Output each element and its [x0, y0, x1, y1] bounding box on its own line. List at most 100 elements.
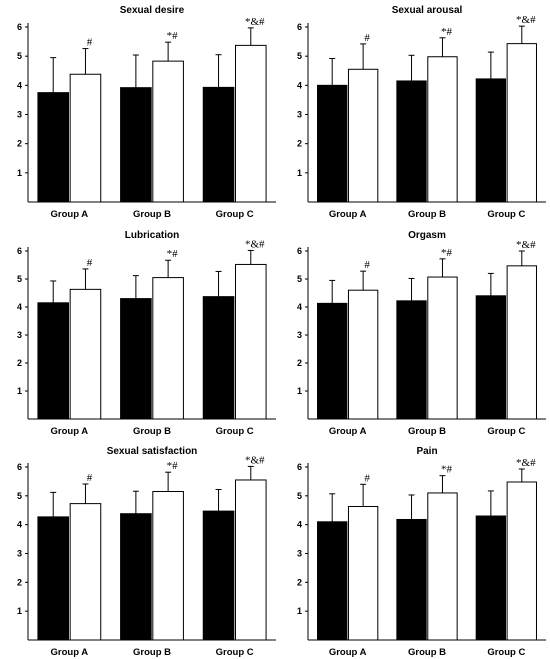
bar: [317, 84, 348, 203]
bar: [427, 276, 458, 420]
y-tick-label: 4: [17, 80, 22, 90]
y-tick-label: 5: [17, 491, 22, 501]
bar: [202, 86, 235, 203]
significance-label: *#: [441, 247, 453, 259]
y-tick-label: 5: [297, 51, 302, 61]
chart-panel-1: Sexual desire 1 2 3 4 5 6 # Group A *# Group B *&# G…: [17, 5, 276, 220]
chart-panel-2: Sexual arousal 1 2 3 4 5 6 # Group A *# Group B *&#…: [297, 5, 546, 220]
x-tick-label: Group C: [216, 426, 254, 437]
y-tick-label: 5: [297, 491, 302, 501]
bar: [475, 295, 507, 420]
chart-panel-4: Orgasm 1 2 3 4 5 6 # Group A *# Group B *&# Group C: [297, 230, 546, 437]
chart-panel-3: Lubrication 1 2 3 4 5 6 # Group A *# Group B *&# Gro…: [17, 230, 276, 437]
y-tick-label: 4: [17, 302, 22, 312]
bar: [120, 298, 152, 420]
significance-label: *&#: [245, 454, 265, 466]
significance-label: *&#: [245, 238, 265, 250]
bar: [427, 56, 458, 203]
y-tick-label: 2: [17, 358, 22, 368]
chart-title: Pain: [416, 446, 437, 457]
y-tick-label: 1: [297, 168, 302, 178]
bar: [347, 506, 379, 641]
significance-label: #: [87, 37, 93, 49]
y-tick-label: 3: [17, 330, 22, 340]
significance-label: *#: [167, 460, 179, 472]
x-tick-label: Group A: [329, 209, 367, 220]
bar: [317, 521, 348, 641]
significance-label: *&#: [516, 457, 536, 469]
x-tick-label: Group B: [133, 426, 171, 437]
bar: [506, 43, 537, 203]
bar: [396, 518, 427, 641]
x-tick-label: Group C: [216, 647, 254, 658]
bar: [37, 302, 70, 420]
y-tick-label: 6: [297, 22, 302, 32]
x-tick-label: Group A: [329, 647, 367, 658]
bar: [234, 44, 267, 203]
bar: [69, 503, 102, 641]
y-tick-label: 2: [297, 139, 302, 149]
y-tick-label: 6: [17, 246, 22, 256]
significance-label: *&#: [516, 14, 536, 26]
y-tick-label: 5: [17, 51, 22, 61]
y-tick-label: 2: [297, 577, 302, 587]
y-tick-label: 5: [17, 274, 22, 284]
y-tick-label: 3: [297, 330, 302, 340]
y-tick-label: 6: [17, 462, 22, 472]
bar: [37, 516, 70, 641]
chart-title: Sexual desire: [120, 5, 185, 16]
y-tick-label: 1: [17, 168, 22, 178]
y-tick-label: 3: [297, 549, 302, 559]
x-tick-label: Group B: [408, 647, 446, 658]
bar: [347, 289, 379, 420]
bar: [37, 92, 70, 203]
x-tick-label: Group A: [329, 426, 367, 437]
significance-label: *#: [441, 26, 453, 38]
x-tick-label: Group C: [487, 647, 525, 658]
bar: [506, 481, 537, 641]
y-tick-label: 2: [297, 358, 302, 368]
bar: [152, 60, 184, 203]
significance-label: #: [87, 472, 93, 484]
y-tick-label: 4: [17, 520, 22, 530]
bar: [427, 492, 458, 641]
y-tick-label: 3: [297, 110, 302, 120]
y-tick-label: 2: [17, 577, 22, 587]
x-tick-label: Group B: [133, 647, 171, 658]
chart-panel-5: Sexual satisfaction 1 2 3 4 5 6 # Group A *# Group…: [17, 446, 276, 658]
significance-label: *#: [167, 248, 179, 260]
bar: [152, 277, 184, 420]
x-tick-label: Group C: [487, 209, 525, 220]
significance-label: *#: [167, 30, 179, 42]
x-tick-label: Group B: [408, 426, 446, 437]
y-tick-label: 4: [297, 80, 302, 90]
bar: [234, 263, 267, 420]
bar: [202, 296, 235, 420]
x-tick-label: Group A: [51, 209, 89, 220]
bar: [396, 300, 427, 420]
y-tick-label: 4: [297, 302, 302, 312]
bar: [152, 491, 184, 641]
bar: [202, 510, 235, 641]
y-tick-label: 3: [17, 110, 22, 120]
y-tick-label: 1: [17, 606, 22, 616]
chart-title: Orgasm: [408, 230, 446, 241]
chart-panel-6: Pain 1 2 3 4 5 6 # Group A *# Group B *&# Group C: [297, 446, 546, 658]
bar: [120, 87, 152, 203]
x-tick-label: Group C: [487, 426, 525, 437]
x-tick-label: Group C: [216, 209, 254, 220]
bar: [234, 479, 267, 641]
y-tick-label: 6: [17, 22, 22, 32]
bar: [506, 265, 537, 420]
bar: [69, 288, 102, 420]
y-tick-label: 1: [297, 606, 302, 616]
bar: [69, 73, 102, 203]
significance-label: *&#: [516, 239, 536, 251]
chart-title: Lubrication: [125, 230, 179, 241]
bar: [475, 78, 507, 203]
y-tick-label: 2: [17, 139, 22, 149]
bar: [347, 68, 379, 203]
significance-label: *#: [441, 464, 453, 476]
y-tick-label: 1: [17, 386, 22, 396]
